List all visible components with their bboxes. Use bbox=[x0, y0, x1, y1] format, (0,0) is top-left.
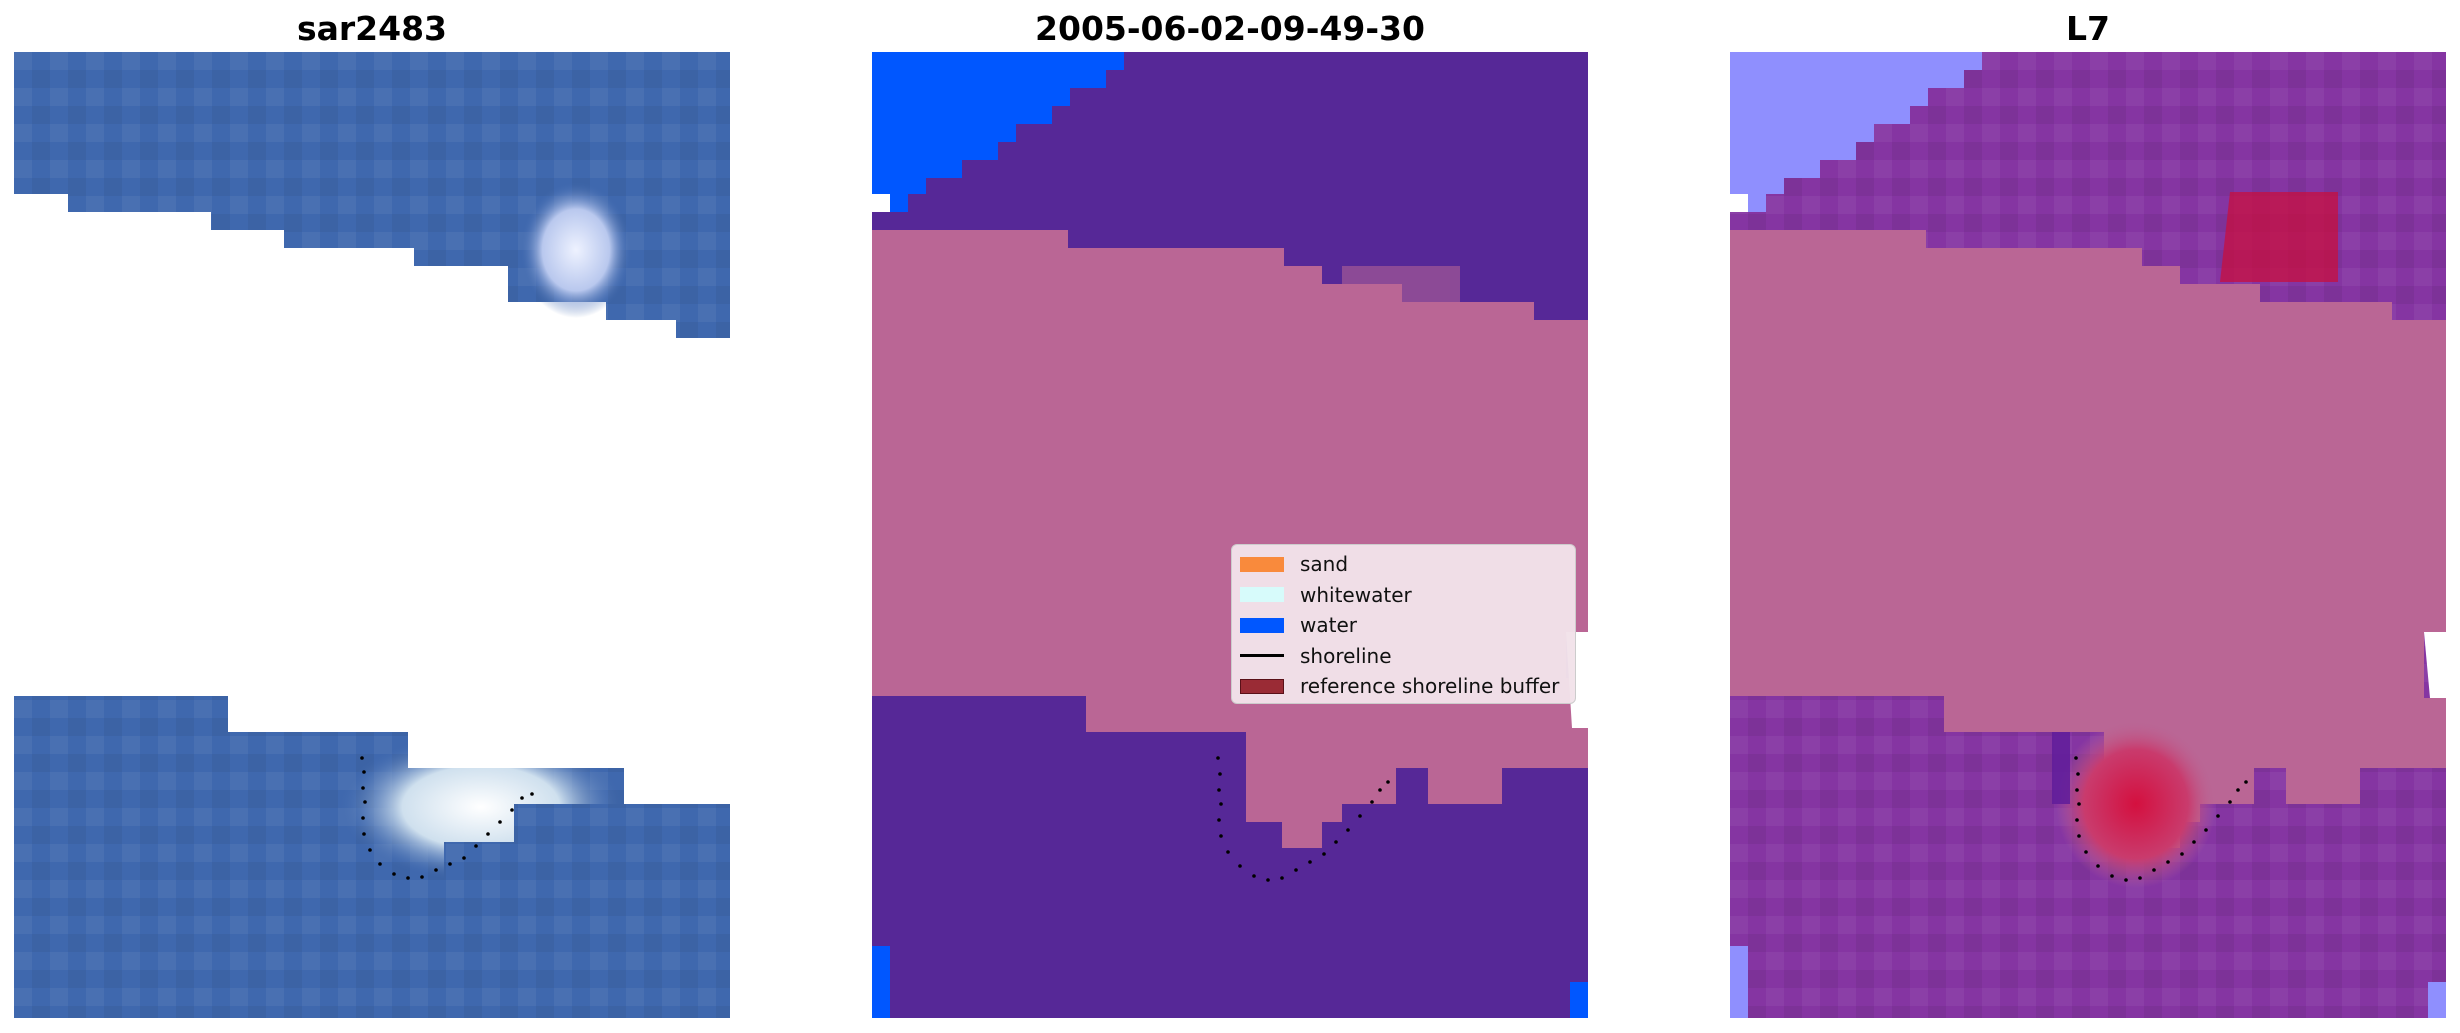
sar-water-top bbox=[14, 52, 730, 338]
sand-swatch bbox=[1240, 556, 1284, 572]
reference-buffer-swatch bbox=[1240, 678, 1284, 694]
classified-image bbox=[872, 52, 1588, 1018]
l7-image bbox=[1730, 52, 2446, 1018]
water-swatch bbox=[1240, 617, 1284, 633]
shoreline-line-icon bbox=[1240, 654, 1284, 658]
classified-image-panel bbox=[872, 52, 1588, 1018]
legend-label-whitewater: whitewater bbox=[1300, 582, 1412, 607]
sar-image bbox=[14, 52, 730, 1018]
l7-shoreline bbox=[2074, 756, 2248, 882]
sar-water-bottom bbox=[14, 696, 730, 1018]
legend: sand whitewater water shoreline referenc… bbox=[1231, 544, 1576, 704]
panel-title-sar: sar2483 bbox=[296, 9, 448, 48]
sar-image-panel bbox=[14, 52, 730, 1018]
sar-shoreline bbox=[360, 756, 534, 880]
legend-item-whitewater: whitewater bbox=[1240, 580, 1567, 611]
legend-label-reference-buffer: reference shoreline buffer bbox=[1300, 674, 1560, 699]
class-blue-top-left bbox=[872, 52, 1124, 212]
panel-title-l7: L7 bbox=[2066, 9, 2110, 48]
legend-item-water: water bbox=[1240, 610, 1567, 641]
legend-item-sand: sand bbox=[1240, 549, 1567, 580]
legend-label-shoreline: shoreline bbox=[1300, 643, 1392, 668]
l7-image-panel bbox=[1730, 52, 2446, 1018]
legend-item-reference-buffer: reference shoreline buffer bbox=[1240, 671, 1567, 702]
legend-label-sand: sand bbox=[1300, 552, 1349, 577]
l7-land-region bbox=[1730, 230, 2446, 848]
legend-item-shoreline: shoreline bbox=[1240, 641, 1567, 672]
panel-title-date: 2005-06-02-09-49-30 bbox=[1035, 9, 1425, 48]
whitewater-swatch bbox=[1240, 587, 1284, 603]
l7-red-patch-bottom bbox=[2056, 720, 2216, 888]
class-shoreline bbox=[1216, 756, 1390, 882]
l7-blue-top-left bbox=[1730, 52, 1982, 212]
l7-red-patch-top bbox=[2220, 192, 2338, 282]
legend-label-water: water bbox=[1300, 613, 1357, 638]
